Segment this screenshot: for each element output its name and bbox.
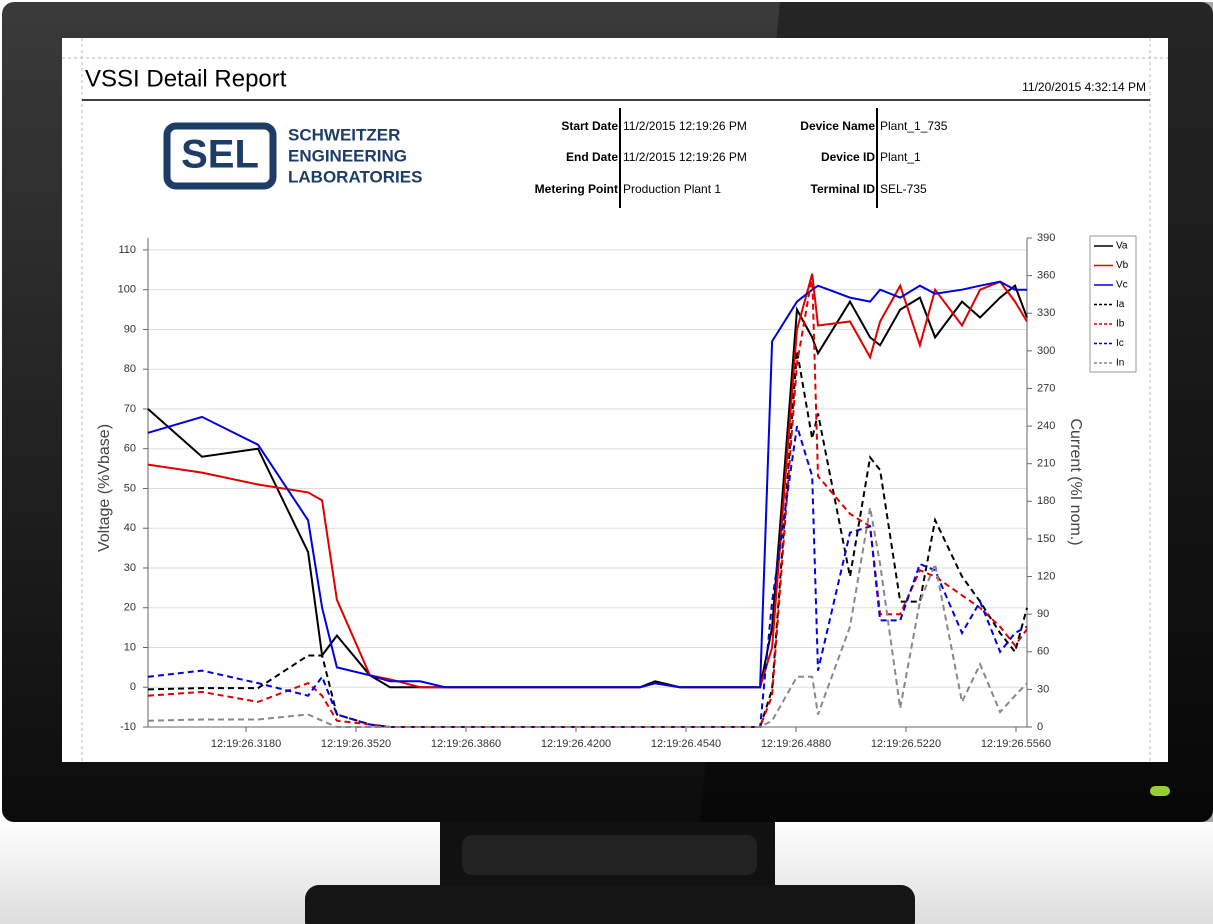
info-label: Device Name: [800, 119, 875, 133]
legend-label: Va: [1116, 241, 1128, 252]
y-tick-label: 0: [130, 681, 136, 693]
x-tick-label: 12:19:26.5560: [981, 738, 1051, 750]
report-date: 11/20/2015 4:32:14 PM: [1022, 80, 1146, 94]
info-label: Device ID: [821, 150, 875, 164]
y-axis-label: Voltage (%Vbase): [96, 424, 113, 552]
y2-tick-label: 360: [1037, 270, 1055, 282]
y2-tick-label: 300: [1037, 345, 1055, 357]
legend-label: Vc: [1116, 280, 1128, 291]
info-label: End Date: [566, 150, 618, 164]
y2-tick-label: 180: [1037, 495, 1055, 507]
y2-tick-label: 270: [1037, 382, 1055, 394]
x-tick-label: 12:19:26.5220: [871, 738, 941, 750]
info-value: Plant_1: [880, 150, 921, 164]
info-label: Metering Point: [535, 182, 618, 196]
y2-tick-label: 150: [1037, 533, 1055, 545]
logo-abbrev: SEL: [181, 133, 259, 177]
logo-line: ENGINEERING: [288, 146, 407, 165]
y2-axis-label: Current (%I nom.): [1067, 418, 1084, 545]
legend-label: Ib: [1116, 319, 1125, 330]
y-tick-label: 70: [124, 403, 136, 415]
page: {"header": {"title": "VSSI Detail Report…: [0, 0, 1213, 924]
report-title: VSSI Detail Report: [85, 65, 287, 92]
info-label: Start Date: [561, 119, 618, 133]
y-tick-label: 80: [124, 363, 136, 375]
logo-line: SCHWEITZER: [288, 125, 400, 144]
info-value: SEL-735: [880, 182, 927, 196]
y-tick-label: 30: [124, 562, 136, 574]
y-tick-label: -10: [120, 721, 136, 733]
y-tick-label: 90: [124, 323, 136, 335]
logo-line: LABORATORIES: [288, 167, 422, 186]
x-tick-label: 12:19:26.3180: [211, 738, 281, 750]
info-label: Terminal ID: [811, 182, 876, 196]
y-tick-label: 110: [118, 244, 136, 256]
y2-tick-label: 240: [1037, 420, 1055, 432]
y2-tick-label: 330: [1037, 307, 1055, 319]
x-tick-label: 12:19:26.3860: [431, 738, 501, 750]
legend-label: In: [1116, 358, 1124, 369]
monitor: VSSI Detail Report 11/20/2015 4:32:14 PM…: [0, 0, 1213, 924]
legend-label: Ia: [1116, 299, 1125, 310]
y-tick-label: 40: [124, 522, 136, 534]
info-value: 11/2/2015 12:19:26 PM: [623, 119, 747, 133]
info-value: 11/2/2015 12:19:26 PM: [623, 150, 747, 164]
y-tick-label: 50: [124, 482, 136, 494]
info-value: Plant_1_735: [880, 119, 948, 133]
y2-tick-label: 120: [1037, 570, 1055, 582]
y-tick-label: 20: [124, 602, 136, 614]
monitor-base: [305, 885, 915, 924]
y-tick-label: 60: [124, 443, 136, 455]
y-tick-label: 100: [118, 284, 136, 296]
y2-tick-label: 30: [1037, 683, 1049, 695]
x-tick-label: 12:19:26.3520: [321, 738, 391, 750]
y2-tick-label: 60: [1037, 646, 1049, 658]
x-tick-label: 12:19:26.4880: [761, 738, 831, 750]
legend-label: Ic: [1116, 338, 1124, 349]
info-value: Production Plant 1: [623, 182, 721, 196]
legend-label: Vb: [1116, 260, 1129, 271]
neck-slot: [462, 835, 757, 875]
y-tick-label: 10: [124, 641, 136, 653]
y2-tick-label: 390: [1037, 232, 1055, 244]
x-tick-label: 12:19:26.4540: [651, 738, 721, 750]
y2-tick-label: 0: [1037, 721, 1043, 733]
y2-tick-label: 90: [1037, 608, 1049, 620]
y2-tick-label: 210: [1037, 458, 1055, 470]
x-tick-label: 12:19:26.4200: [541, 738, 611, 750]
power-led: [1150, 786, 1170, 796]
